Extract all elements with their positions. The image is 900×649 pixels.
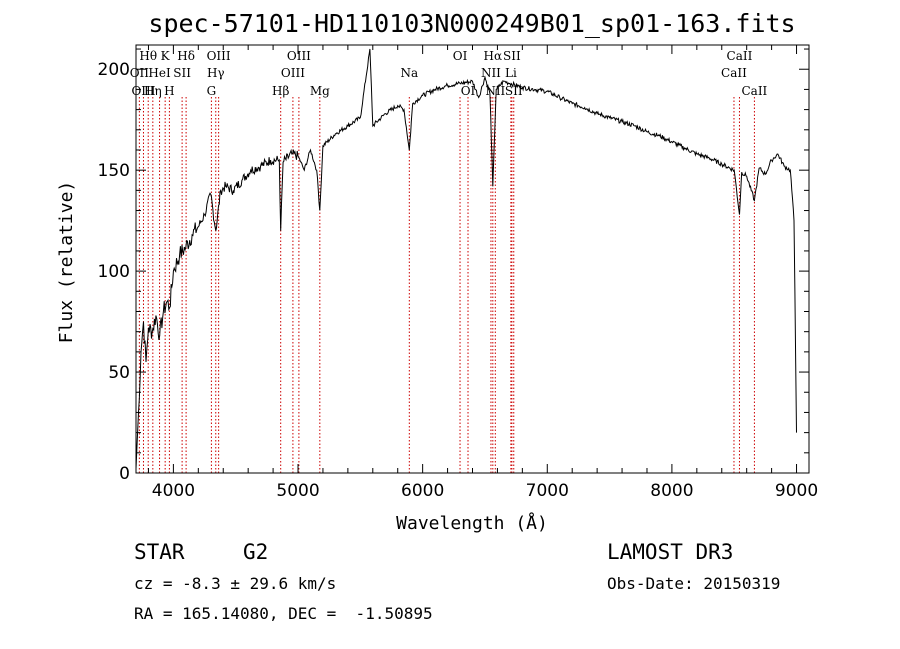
- axis-ticks: 4000 5000 6000 7000 8000 9000 0 50 100 150 200: [98, 45, 818, 501]
- survey-name: LAMOST DR3: [607, 540, 734, 564]
- redshift-cz: cz = -8.3 ± 29.6 km/s: [134, 574, 337, 593]
- x-axis-label: Wavelength (Å): [396, 512, 548, 534]
- line-label: Li: [505, 66, 517, 80]
- line-label: OIII: [207, 49, 231, 63]
- x-tick-label: 8000: [650, 481, 693, 501]
- line-label: CaII: [721, 66, 747, 80]
- subclass: G2: [243, 540, 269, 564]
- line-label: K: [161, 49, 171, 63]
- line-label: Hα: [484, 49, 503, 63]
- x-tick-label: 5000: [276, 481, 319, 501]
- x-tick-label: 6000: [401, 481, 444, 501]
- line-label: SII: [173, 66, 191, 80]
- line-label: OIII: [131, 84, 155, 98]
- line-label: OIII: [287, 49, 311, 63]
- line-label: Hβ: [272, 84, 289, 98]
- object-class: STAR: [134, 540, 185, 564]
- plot-frame: [135, 44, 810, 474]
- line-label: Hη: [144, 84, 162, 98]
- line-label: Hδ: [177, 49, 195, 63]
- chart-title: spec-57101-HD110103N000249B01_sp01-163.f…: [148, 9, 795, 38]
- y-tick-label: 0: [119, 464, 130, 484]
- y-tick-label: 100: [98, 262, 130, 282]
- observation-date: Obs-Date: 20150319: [607, 574, 781, 593]
- y-tick-label: 200: [98, 60, 130, 80]
- line-label: OI: [453, 49, 468, 63]
- line-label: SII: [505, 84, 523, 98]
- line-label: NII: [481, 66, 501, 80]
- line-label: SII: [503, 49, 521, 63]
- reference-lines: OII OIII Hθ Hη HeI K H SII Hδ G Hγ OIII Hβ OIII OIII Mg…: [130, 49, 768, 473]
- line-label: Mg: [310, 84, 330, 98]
- y-axis-label: Flux (relative): [56, 181, 77, 344]
- x-tick-label: 4000: [152, 481, 195, 501]
- line-label: OI: [461, 84, 476, 98]
- line-label: CaII: [727, 49, 753, 63]
- line-label: G: [207, 84, 217, 98]
- y-tick-label: 50: [108, 363, 130, 383]
- x-tick-label: 9000: [775, 481, 818, 501]
- line-label: CaII: [741, 84, 767, 98]
- line-label: OIII: [281, 66, 305, 80]
- spectrum-line: [135, 48, 797, 470]
- line-label: H: [164, 84, 174, 98]
- coordinates: RA = 165.14080, DEC = -1.50895: [134, 604, 433, 623]
- line-label: Na: [400, 66, 418, 80]
- line-label: HeI: [148, 66, 171, 80]
- line-label: OII: [130, 66, 150, 80]
- spectrum-series: [135, 48, 797, 470]
- line-label: Hθ: [139, 49, 157, 63]
- y-tick-label: 150: [98, 161, 130, 181]
- x-tick-label: 7000: [526, 481, 569, 501]
- line-label: Hγ: [207, 66, 225, 80]
